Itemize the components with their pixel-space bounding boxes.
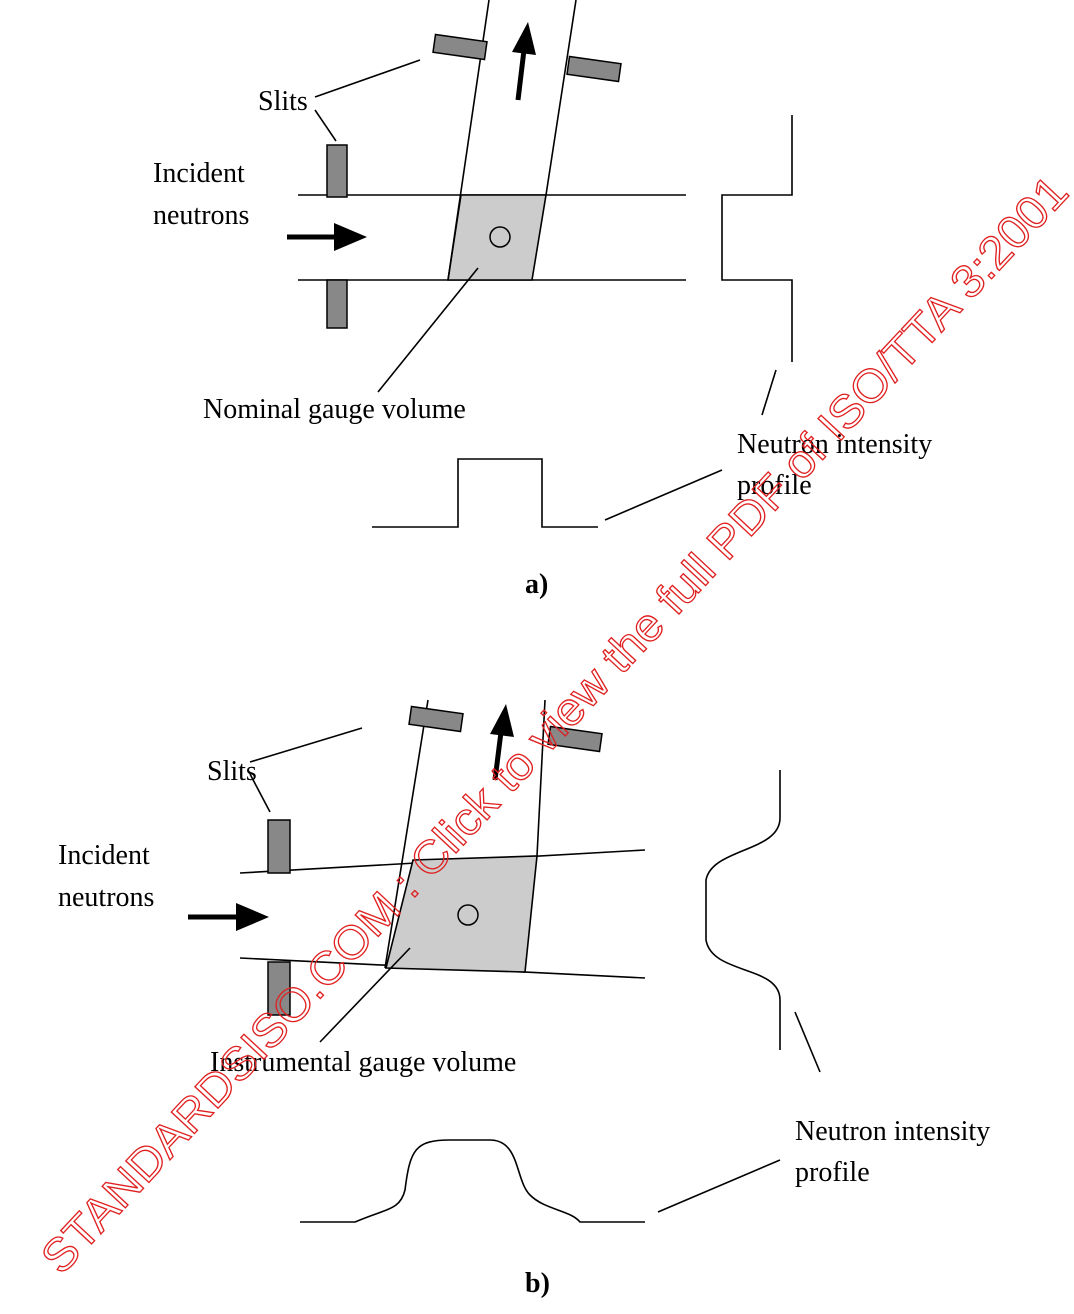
gauge-volume bbox=[384, 855, 538, 973]
label: Incident bbox=[153, 158, 245, 189]
label: profile bbox=[737, 470, 812, 501]
label: Instrumental gauge volume bbox=[210, 1047, 516, 1078]
caption: b) bbox=[525, 1268, 550, 1299]
label: neutrons bbox=[58, 882, 154, 913]
slit bbox=[326, 144, 348, 198]
arrow bbox=[492, 731, 504, 781]
arrow-head bbox=[512, 22, 536, 55]
panel-a: Slits Incident neutrons Nominal gauge vo… bbox=[153, 0, 932, 600]
slit bbox=[408, 705, 464, 733]
leader bbox=[249, 773, 271, 813]
leader bbox=[604, 469, 723, 521]
leader bbox=[794, 1011, 821, 1073]
intensity-profile bbox=[372, 458, 598, 528]
intensity-profile bbox=[721, 115, 793, 362]
leader bbox=[657, 1159, 781, 1213]
slit bbox=[566, 55, 622, 83]
diffracted-beam-line bbox=[545, 0, 577, 196]
slit bbox=[547, 725, 603, 753]
slit bbox=[267, 961, 291, 1016]
leader bbox=[314, 59, 421, 98]
label: profile bbox=[795, 1157, 870, 1188]
label: Neutron intensity bbox=[737, 429, 932, 460]
slit bbox=[432, 33, 488, 61]
leader bbox=[249, 727, 363, 763]
intensity-profile bbox=[300, 1139, 645, 1223]
intensity-profile bbox=[705, 770, 781, 1050]
arrow bbox=[515, 49, 527, 101]
arrow-head bbox=[490, 704, 514, 737]
leader bbox=[314, 109, 337, 142]
diffracted-beam-line bbox=[536, 699, 546, 857]
leader bbox=[319, 947, 411, 1043]
label: Slits bbox=[258, 86, 308, 117]
leader bbox=[761, 369, 777, 416]
label: Incident bbox=[58, 840, 150, 871]
leader bbox=[377, 267, 479, 393]
diffracted-beam-line bbox=[384, 699, 429, 969]
sample-point bbox=[457, 904, 479, 926]
gauge-volume bbox=[447, 194, 547, 281]
arrow-head bbox=[236, 903, 269, 931]
slit bbox=[267, 819, 291, 874]
label: Neutron intensity bbox=[795, 1116, 990, 1147]
caption: a) bbox=[525, 569, 548, 600]
sample-point bbox=[489, 226, 511, 248]
label: neutrons bbox=[153, 200, 249, 231]
label: Nominal gauge volume bbox=[203, 394, 466, 425]
panel-b: Slits Incident neutrons Instrumental gau… bbox=[58, 699, 990, 1299]
slit bbox=[326, 279, 348, 329]
label: Slits bbox=[207, 756, 257, 787]
arrow-head bbox=[334, 223, 367, 251]
